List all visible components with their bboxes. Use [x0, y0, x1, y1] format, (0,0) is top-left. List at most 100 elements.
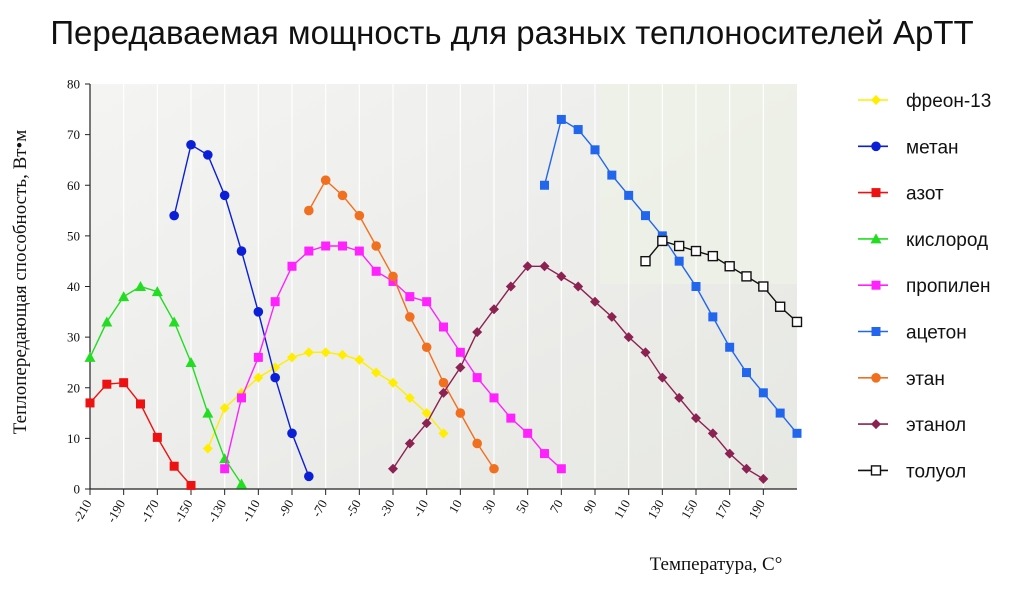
- data-point: [151, 286, 163, 297]
- data-point: [455, 362, 466, 373]
- data-point: [236, 246, 247, 256]
- chart-title: Передаваемая мощность для разных теплоно…: [50, 14, 974, 51]
- legend-label: этан: [906, 369, 945, 390]
- data-point: [438, 377, 449, 388]
- data-point: [354, 210, 365, 221]
- data-point: [742, 368, 751, 378]
- data-point: [708, 312, 718, 322]
- data-point: [539, 261, 550, 272]
- data-point: [775, 408, 785, 418]
- legend-marker: [870, 233, 882, 244]
- data-point: [606, 311, 617, 322]
- series-line: [543, 118, 798, 434]
- legend-item: азот: [858, 184, 944, 205]
- data-point: [489, 393, 499, 403]
- legend-label: ацетон: [906, 323, 967, 344]
- data-point: [236, 478, 247, 489]
- x-tick-label: 170: [712, 497, 735, 521]
- data-point: [270, 372, 280, 383]
- data-point: [590, 296, 600, 307]
- data-point: [505, 281, 516, 292]
- y-tick-label: 60: [67, 178, 80, 193]
- data-point: [253, 352, 263, 362]
- data-point: [724, 448, 735, 459]
- series-line: [89, 285, 243, 485]
- data-point: [320, 175, 331, 185]
- data-point: [489, 463, 499, 474]
- legend-item: пропилен: [858, 276, 990, 297]
- data-point: [439, 322, 448, 332]
- data-point: [186, 139, 196, 150]
- data-point: [657, 235, 668, 247]
- data-point: [472, 373, 482, 383]
- x-tick-label: -30: [376, 497, 398, 520]
- data-point: [253, 307, 264, 317]
- data-point: [287, 352, 297, 363]
- series-1: [169, 139, 314, 482]
- legend-label: кислород: [906, 230, 988, 251]
- grid-lines: [89, 84, 764, 489]
- data-point: [304, 205, 314, 216]
- data-point: [405, 312, 415, 322]
- data-point: [219, 403, 230, 413]
- x-tick-label: -90: [275, 497, 297, 520]
- legend-item: этан: [858, 369, 945, 390]
- data-point: [101, 316, 113, 327]
- data-point: [573, 281, 584, 292]
- data-point: [506, 413, 516, 423]
- series-3: [84, 281, 247, 489]
- x-tick-label: 110: [611, 497, 634, 521]
- y-tick-label: 0: [74, 482, 81, 497]
- data-point: [657, 372, 668, 383]
- data-point: [455, 408, 466, 418]
- data-point: [152, 432, 162, 442]
- data-point: [338, 241, 347, 251]
- data-point: [540, 449, 549, 459]
- x-tick-label: -150: [171, 497, 196, 525]
- data-point: [691, 282, 701, 291]
- x-tick-label: -130: [204, 497, 229, 525]
- data-point: [169, 461, 179, 471]
- data-point: [270, 297, 280, 307]
- data-point: [540, 180, 549, 190]
- data-point: [421, 342, 432, 353]
- legend-marker: [870, 465, 882, 476]
- data-point: [472, 438, 482, 449]
- legend-marker: [871, 373, 881, 383]
- y-tick-label: 40: [67, 279, 80, 294]
- data-point: [320, 347, 331, 358]
- data-point: [438, 387, 449, 398]
- data-point: [168, 316, 180, 327]
- data-point: [673, 240, 685, 252]
- legend-marker: [871, 95, 881, 105]
- data-point: [371, 266, 381, 276]
- y-axis-label: Теплопередающая способность, Вт•м: [10, 130, 31, 434]
- data-point: [337, 349, 348, 360]
- x-tick-label: -110: [238, 497, 263, 525]
- data-point: [220, 464, 230, 474]
- y-tick-label: 20: [67, 380, 80, 395]
- data-point: [203, 150, 213, 160]
- x-tick-label: -170: [137, 497, 162, 525]
- data-point: [724, 261, 735, 272]
- data-point: [523, 428, 533, 438]
- data-point: [405, 292, 415, 302]
- data-point: [758, 473, 769, 484]
- x-tick-label: -70: [309, 497, 331, 520]
- data-point: [84, 351, 96, 362]
- data-point: [421, 418, 432, 429]
- x-tick-label: 190: [745, 497, 768, 521]
- series-8: [640, 235, 803, 328]
- data-point: [185, 356, 197, 367]
- data-point: [371, 367, 382, 378]
- data-point: [186, 480, 196, 490]
- series-2: [85, 378, 196, 490]
- data-point: [304, 246, 314, 256]
- data-point: [623, 332, 634, 343]
- legend-label: фреон-13: [906, 91, 991, 112]
- data-point: [522, 261, 533, 272]
- data-point: [640, 347, 651, 358]
- legend-label: этанол: [906, 415, 966, 436]
- data-point: [472, 327, 483, 338]
- legend-label: пропилен: [906, 276, 990, 297]
